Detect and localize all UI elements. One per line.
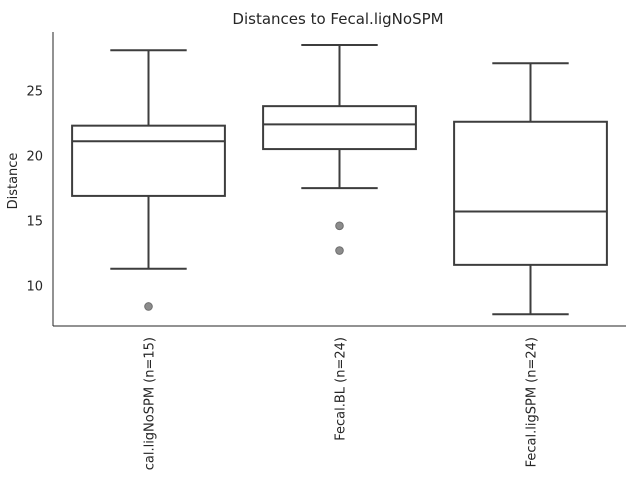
box-group bbox=[262, 44, 417, 255]
box-iqr bbox=[262, 105, 417, 151]
y-axis-label: Distance bbox=[6, 153, 21, 210]
box-iqr bbox=[71, 124, 226, 197]
boxes bbox=[71, 44, 608, 316]
x-tick-label: Fecal.ligSPM (n=24) bbox=[525, 337, 540, 467]
y-tick-label: 25 bbox=[26, 85, 43, 100]
x-tick-labels: cal.ligNoSPM (n=15) Fecal.BL (n=24) Fecal.… bbox=[143, 337, 540, 470]
outlier-point bbox=[144, 302, 153, 311]
box-group bbox=[453, 62, 608, 316]
y-ticks: 10 15 20 25 bbox=[26, 85, 43, 295]
outlier-point bbox=[335, 246, 344, 255]
chart-title: Distances to Fecal.ligNoSPM bbox=[232, 10, 443, 28]
x-tick-label: Fecal.BL (n=24) bbox=[334, 337, 349, 441]
outlier-point bbox=[335, 221, 344, 231]
y-tick-label: 15 bbox=[26, 215, 43, 230]
box-iqr bbox=[453, 120, 608, 266]
y-tick-label: 20 bbox=[26, 150, 43, 165]
x-tick-label: cal.ligNoSPM (n=15) bbox=[143, 337, 158, 470]
y-tick-label: 10 bbox=[26, 280, 43, 295]
box-group bbox=[71, 49, 226, 311]
